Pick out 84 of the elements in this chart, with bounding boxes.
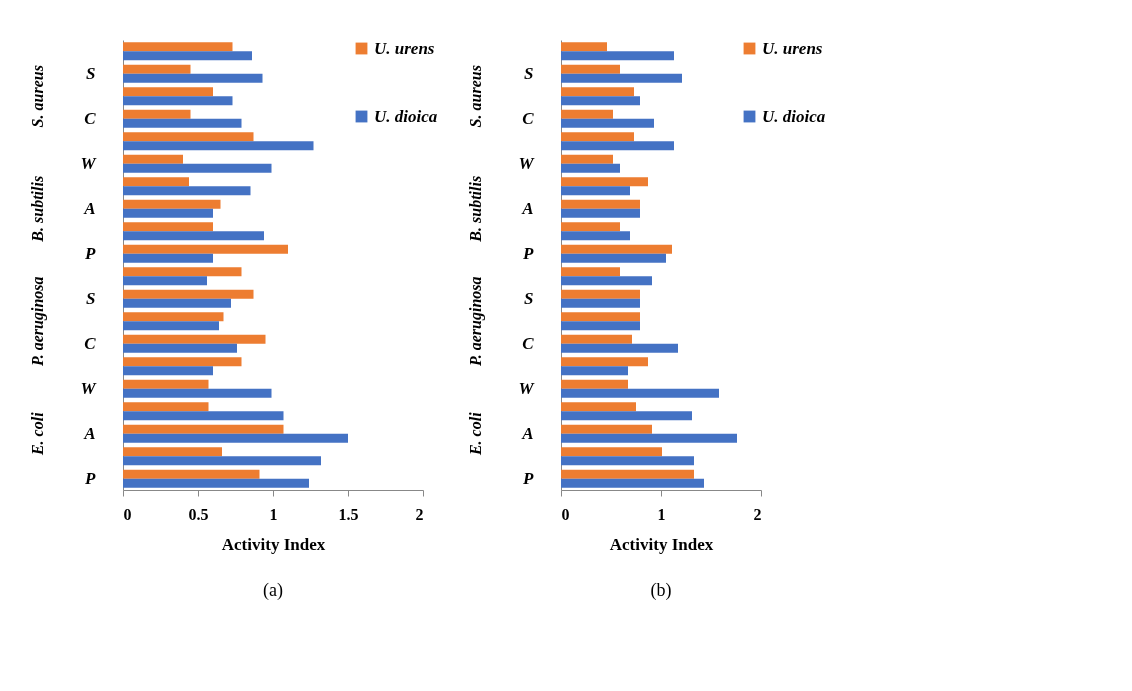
bar xyxy=(123,424,284,434)
bar xyxy=(123,208,213,218)
y-tick-label: C xyxy=(84,108,97,128)
bar xyxy=(123,163,272,173)
bar xyxy=(123,154,183,164)
bar xyxy=(123,343,237,353)
bar xyxy=(123,411,284,421)
bar xyxy=(123,118,242,128)
y-tick-label: P xyxy=(522,243,535,263)
y-tick-label: A xyxy=(521,423,534,443)
bar xyxy=(123,433,348,443)
y-tick-label: W xyxy=(80,378,98,398)
x-tick-label: 0 xyxy=(123,505,132,523)
bar xyxy=(123,73,263,83)
text: S. aureus xyxy=(29,65,46,128)
bar xyxy=(123,402,209,412)
bar xyxy=(123,469,260,479)
bar xyxy=(123,177,189,187)
y-tick-label: S xyxy=(86,63,96,83)
bar xyxy=(123,244,288,254)
legend-label: U. dioica xyxy=(374,106,438,126)
x-tick-label: 1.5 xyxy=(338,505,359,523)
bar xyxy=(123,51,252,61)
x-tick-label: 1 xyxy=(269,505,278,523)
text: E. coli xyxy=(29,411,46,457)
bar xyxy=(123,298,231,308)
bar xyxy=(123,109,191,119)
x-tick-label: 0 xyxy=(561,505,570,523)
y-tick-label: C xyxy=(84,333,97,353)
bar xyxy=(123,267,242,277)
text: P. aeruginosa xyxy=(467,276,485,368)
bar xyxy=(123,321,219,331)
x-axis-title: Activity Index xyxy=(221,534,326,554)
y-tick-label: W xyxy=(518,153,536,173)
bar xyxy=(123,199,221,209)
y-tick-label: P xyxy=(84,243,97,263)
bar xyxy=(123,289,254,299)
text: B. subtilis xyxy=(29,175,46,243)
x-axis-title: Activity Index xyxy=(609,534,714,554)
y-tick-label: C xyxy=(522,333,535,353)
bar xyxy=(123,96,233,106)
bar xyxy=(123,87,213,97)
bar xyxy=(123,357,242,367)
y-tick-label: S xyxy=(524,288,534,308)
y-tick-label: W xyxy=(80,153,98,173)
bar xyxy=(123,456,321,466)
bar xyxy=(123,379,209,389)
y-tick-label: C xyxy=(522,108,535,128)
bar xyxy=(123,64,191,74)
bar xyxy=(123,132,254,142)
bar xyxy=(123,447,222,457)
bar xyxy=(123,253,213,263)
bar xyxy=(123,388,272,398)
text: E. coli xyxy=(467,411,484,457)
y-tick-label: A xyxy=(521,198,534,218)
x-tick-label: 0.5 xyxy=(188,505,209,523)
bar xyxy=(123,334,266,344)
y-tick-label: A xyxy=(83,198,96,218)
y-tick-label: S xyxy=(524,63,534,83)
text: P. aeruginosa xyxy=(29,276,47,368)
y-tick-label: S xyxy=(86,288,96,308)
text: B. subtilis xyxy=(467,175,484,243)
bar xyxy=(123,222,213,232)
bar xyxy=(123,312,224,322)
bar xyxy=(123,231,264,241)
y-tick-label: A xyxy=(83,423,96,443)
bar xyxy=(123,276,207,286)
bar xyxy=(123,478,309,488)
y-tick-label: W xyxy=(518,378,536,398)
legend-label: U. urens xyxy=(762,38,823,58)
legend-label: U. urens xyxy=(374,38,435,58)
x-tick-label: 1 xyxy=(657,505,666,523)
y-tick-label: P xyxy=(84,468,97,488)
text: S. aureus xyxy=(467,65,484,128)
bar xyxy=(123,366,213,376)
bar xyxy=(123,141,314,151)
x-tick-label: 2 xyxy=(753,505,762,523)
text: (a) xyxy=(263,580,283,601)
legend-label: U. dioica xyxy=(762,106,826,126)
text: (b) xyxy=(650,580,672,601)
x-tick-label: 2 xyxy=(415,505,424,523)
bar xyxy=(123,186,251,196)
bar xyxy=(123,42,233,52)
y-tick-label: P xyxy=(522,468,535,488)
